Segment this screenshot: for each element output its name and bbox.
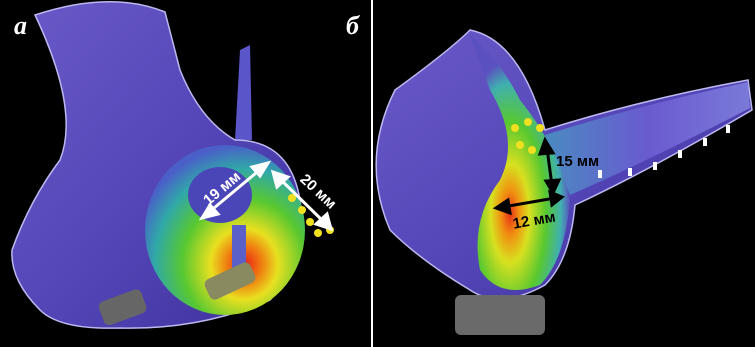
electrode bbox=[455, 295, 545, 335]
panel-label: а bbox=[14, 11, 27, 40]
panel-label: б bbox=[346, 11, 360, 40]
measurement: 15 мм bbox=[556, 153, 599, 170]
figure: а 19 мм 20 мм б 15 мм 12 мм bbox=[0, 0, 755, 347]
page: а 19 мм 20 мм б 15 мм 12 мм (() => { con… bbox=[0, 0, 755, 347]
